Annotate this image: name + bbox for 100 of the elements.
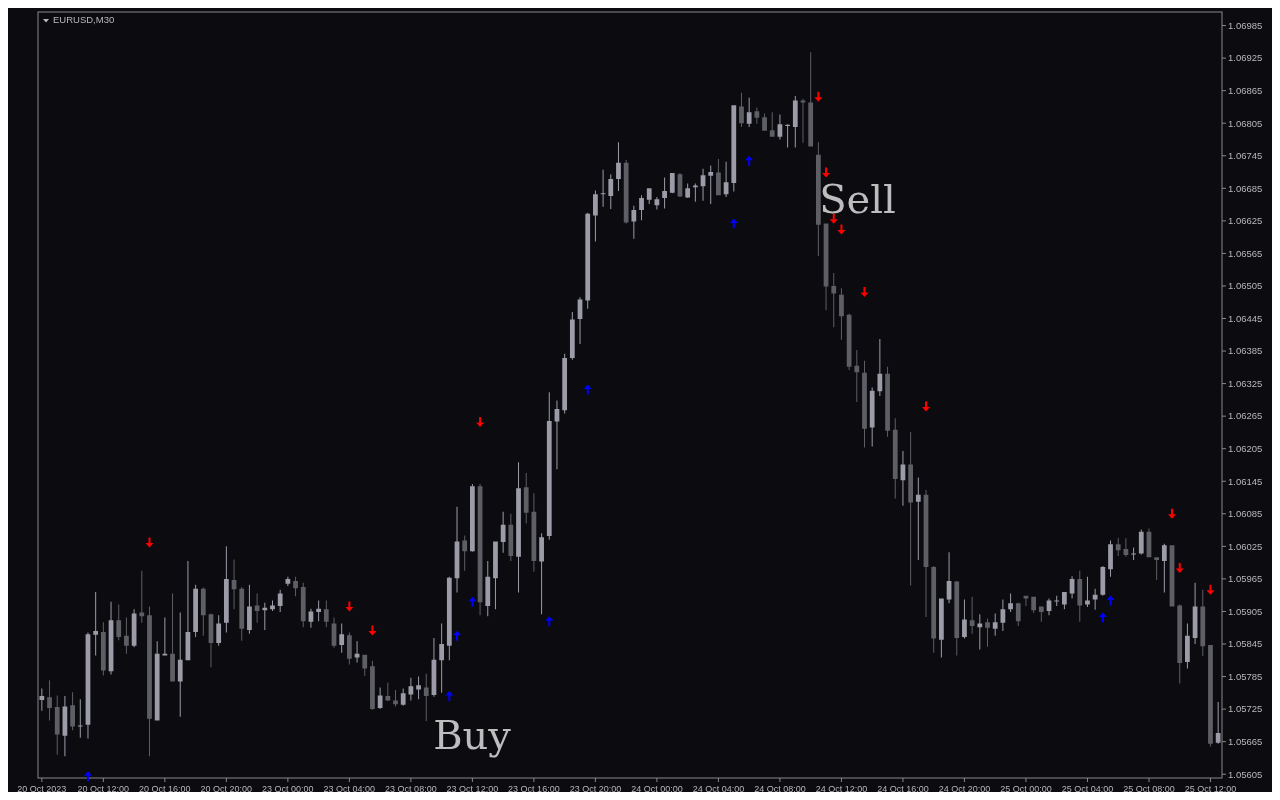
candlestick bbox=[708, 165, 714, 205]
x-tick-label: 25 Oct 12:00 bbox=[1184, 784, 1237, 794]
point bbox=[1106, 595, 1115, 606]
candlestick bbox=[1154, 557, 1160, 580]
x-tick-label: 24 Oct 12:00 bbox=[815, 784, 868, 794]
y-tick-label: 1.06325 bbox=[1228, 377, 1263, 389]
y-tick-label: 1.06025 bbox=[1228, 540, 1263, 552]
candlestick bbox=[992, 613, 998, 636]
candlestick bbox=[608, 174, 614, 209]
y-tick-label: 1.06805 bbox=[1228, 117, 1263, 129]
candlestick bbox=[254, 593, 260, 623]
y-tick-label: 1.06565 bbox=[1228, 247, 1263, 259]
candlestick bbox=[662, 177, 667, 209]
candlestick bbox=[54, 695, 60, 755]
candlestick bbox=[416, 676, 421, 700]
candlestick bbox=[1131, 547, 1136, 560]
y-tick-label: 1.06985 bbox=[1228, 19, 1263, 31]
candlestick bbox=[600, 169, 606, 207]
point bbox=[729, 218, 738, 229]
candlestick bbox=[769, 112, 775, 137]
candlestick bbox=[323, 600, 329, 628]
x-tick-label: 24 Oct 20:00 bbox=[938, 784, 991, 794]
point bbox=[83, 771, 92, 782]
candlestick bbox=[915, 477, 921, 560]
y-tick-label: 1.06685 bbox=[1228, 182, 1263, 194]
candlestick bbox=[1054, 595, 1060, 607]
x-tick-label: 25 Oct 00:00 bbox=[1000, 784, 1052, 794]
x-tick-label: 25 Oct 08:00 bbox=[1123, 784, 1175, 794]
x-tick-label: 23 Oct 00:00 bbox=[262, 784, 314, 794]
candlestick bbox=[616, 142, 621, 192]
candlestick bbox=[393, 690, 398, 707]
x-tick-label: 20 Oct 12:00 bbox=[77, 784, 130, 794]
x-tick-label: 24 Oct 08:00 bbox=[754, 784, 806, 794]
point bbox=[1175, 563, 1184, 574]
point bbox=[860, 286, 869, 297]
candlestick bbox=[854, 349, 860, 403]
candlestick bbox=[539, 533, 544, 615]
x-tick-label: 23 Oct 16:00 bbox=[508, 784, 560, 794]
candlestick bbox=[985, 618, 990, 647]
candlestick bbox=[270, 600, 275, 611]
candlestick bbox=[285, 576, 291, 586]
x-tick-label: 20 Oct 2023 bbox=[17, 784, 67, 794]
x-tick-label: 23 Oct 08:00 bbox=[385, 784, 437, 794]
y-tick-label: 1.06145 bbox=[1228, 475, 1263, 487]
chart-title: EURUSD,M30 bbox=[53, 14, 115, 25]
point bbox=[814, 91, 823, 102]
y-tick-label: 1.06445 bbox=[1228, 312, 1263, 324]
candlestick bbox=[977, 614, 983, 650]
point bbox=[1206, 584, 1215, 595]
candlestick bbox=[339, 623, 345, 653]
candlestick bbox=[1161, 543, 1167, 593]
candlestick bbox=[1000, 599, 1006, 631]
candlestick bbox=[47, 680, 52, 721]
annotation: Buy bbox=[433, 711, 512, 758]
point bbox=[1098, 612, 1107, 623]
point bbox=[822, 167, 831, 178]
point bbox=[145, 537, 154, 548]
y-tick-label: 1.05785 bbox=[1228, 670, 1263, 682]
candlestick bbox=[792, 96, 798, 148]
point bbox=[468, 596, 477, 607]
candlestick bbox=[400, 688, 406, 706]
point bbox=[745, 155, 754, 166]
y-tick-label: 1.05965 bbox=[1228, 573, 1263, 585]
candlestick bbox=[346, 632, 352, 665]
y-tick-label: 1.06925 bbox=[1228, 52, 1263, 64]
candlestick bbox=[116, 604, 122, 641]
candlestick bbox=[800, 98, 806, 143]
point bbox=[453, 630, 462, 641]
point bbox=[837, 224, 846, 235]
x-tick-label: 20 Oct 20:00 bbox=[200, 784, 253, 794]
x-tick-label: 23 Oct 04:00 bbox=[323, 784, 376, 794]
x-tick-label: 24 Oct 16:00 bbox=[877, 784, 929, 794]
x-tick-label: 23 Oct 12:00 bbox=[446, 784, 499, 794]
point bbox=[583, 384, 592, 395]
candlestick bbox=[139, 570, 145, 623]
point bbox=[345, 601, 354, 612]
point bbox=[922, 401, 930, 412]
candlestick bbox=[754, 107, 760, 124]
candlestick bbox=[439, 623, 445, 693]
point bbox=[368, 625, 377, 636]
candlestick bbox=[831, 272, 837, 328]
y-tick-label: 1.06205 bbox=[1228, 443, 1263, 455]
candlestick bbox=[646, 188, 652, 205]
point bbox=[545, 616, 554, 627]
y-tick-label: 1.05605 bbox=[1228, 768, 1263, 780]
x-tick-label: 24 Oct 00:00 bbox=[631, 784, 683, 794]
candlestick bbox=[685, 183, 691, 199]
candlestick bbox=[162, 617, 168, 656]
candlestick bbox=[39, 688, 45, 711]
candlestick bbox=[93, 591, 99, 656]
point bbox=[445, 691, 454, 702]
y-tick-label: 1.05665 bbox=[1228, 735, 1263, 747]
candlestick bbox=[124, 617, 129, 654]
y-tick-label: 1.06085 bbox=[1228, 508, 1263, 520]
x-tick-label: 20 Oct 16:00 bbox=[139, 784, 191, 794]
candlestick bbox=[216, 615, 222, 646]
x-tick-label: 24 Oct 04:00 bbox=[692, 784, 745, 794]
y-tick-label: 1.06865 bbox=[1228, 84, 1263, 96]
candlestick bbox=[1092, 588, 1098, 610]
candlestick bbox=[77, 699, 83, 738]
